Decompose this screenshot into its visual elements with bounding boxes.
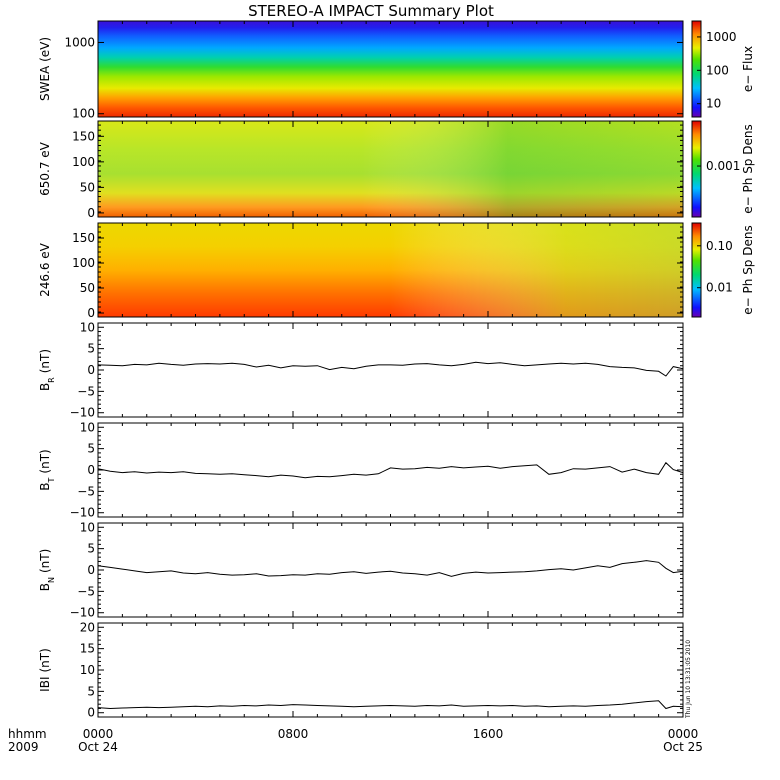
panel-bt: −10 −5 0 5 10 BT(nT) bbox=[38, 420, 684, 520]
swea-colorbar-label: e− Flux bbox=[741, 46, 755, 92]
swea-colorbar-scale bbox=[691, 20, 702, 118]
pad246-colorbar-tick-label: 0.01 bbox=[706, 281, 733, 295]
bmag-ytick-label: 5 bbox=[87, 684, 95, 698]
panel-pad650: 0 50 100 150 650.7 eV bbox=[38, 120, 684, 220]
time-tick-label: 0800 bbox=[278, 727, 309, 741]
pad650-ytick-label: 50 bbox=[80, 180, 95, 194]
pad246-ytick-label: 100 bbox=[72, 256, 95, 270]
swea-ylabel: SWEA (eV) bbox=[38, 37, 52, 101]
bn-ytick-label: −5 bbox=[77, 584, 95, 598]
br-frame bbox=[97, 322, 684, 418]
bt-ytick-label: 10 bbox=[80, 420, 95, 434]
pad246-ytick-label: 50 bbox=[80, 281, 95, 295]
pad246-colorbar-label: e− Ph Sp Dens bbox=[741, 225, 755, 314]
pad246-heatmap-overlay bbox=[98, 223, 683, 317]
pad246-ytick-label: 0 bbox=[87, 306, 95, 320]
br-ytick-label: −10 bbox=[70, 406, 95, 420]
pad246-colorbar: 0.01 0.10 e− Ph Sp Dens bbox=[691, 222, 755, 318]
br-series-line bbox=[97, 361, 684, 377]
panel-bn: −10 −5 0 5 10 BN(nT) bbox=[38, 520, 684, 620]
panel-swea: 100 1000 SWEA (eV) bbox=[38, 20, 684, 121]
time-axis-row2-label: 2009 bbox=[8, 740, 39, 754]
pad246-colorbar-scale bbox=[691, 222, 702, 318]
bmag-frame bbox=[97, 622, 684, 718]
bt-ytick-label: 0 bbox=[87, 463, 95, 477]
swea-colorbar-tick-label: 10 bbox=[706, 97, 721, 111]
pad650-ytick-label: 0 bbox=[87, 206, 95, 220]
swea-ytick-label: 1000 bbox=[64, 35, 95, 49]
panel-br: −10 −5 0 5 10 BR(nT) bbox=[38, 320, 684, 420]
bn-frame bbox=[97, 522, 684, 618]
bt-ylabel: BT(nT) bbox=[38, 449, 56, 490]
bt-ytick-label: −10 bbox=[70, 506, 95, 520]
pad650-ytick-label: 150 bbox=[72, 129, 95, 143]
pad650-heatmap-overlay bbox=[98, 121, 683, 217]
pad650-colorbar-tick-label: 0.001 bbox=[706, 159, 740, 173]
br-ylabel: BR(nT) bbox=[38, 349, 56, 391]
pad650-ytick-label: 100 bbox=[72, 155, 95, 169]
bt-ytick-label: 5 bbox=[87, 442, 95, 456]
pad650-ylabel: 650.7 eV bbox=[38, 141, 52, 196]
br-ytick-label: 5 bbox=[87, 342, 95, 356]
time-tick-label: 0000 bbox=[668, 727, 699, 741]
swea-heatmap bbox=[98, 21, 683, 117]
br-ytick-label: −5 bbox=[77, 384, 95, 398]
generation-stamp: Thu Jun 10 13:31:05 2010 bbox=[685, 640, 692, 719]
bn-ytick-label: 0 bbox=[87, 563, 95, 577]
pad246-ylabel: 246.6 eV bbox=[38, 242, 52, 297]
bmag-series-line bbox=[97, 700, 684, 710]
br-ytick-label: 0 bbox=[87, 363, 95, 377]
swea-colorbar: 10 100 1000 e− Flux bbox=[691, 20, 755, 118]
bmag-ytick-label: 10 bbox=[80, 663, 95, 677]
swea-colorbar-tick-label: 1000 bbox=[706, 30, 737, 44]
bt-frame bbox=[97, 422, 684, 518]
bn-ytick-label: −10 bbox=[70, 606, 95, 620]
bmag-ytick-label: 15 bbox=[80, 642, 95, 656]
pad246-colorbar-tick-label: 0.10 bbox=[706, 239, 733, 253]
time-tick-label: 0000 bbox=[83, 727, 114, 741]
bn-ylabel: BN(nT) bbox=[38, 549, 56, 592]
bmag-ytick-label: 20 bbox=[80, 620, 95, 634]
panel-bmag: 0 5 10 15 20 IBI(nT) bbox=[38, 620, 684, 720]
bn-series-line bbox=[97, 560, 684, 577]
figure-title: STEREO-A IMPACT Summary Plot bbox=[248, 2, 494, 20]
bn-ytick-label: 10 bbox=[80, 520, 95, 534]
pad246-ytick-label: 150 bbox=[72, 231, 95, 245]
bt-series-line bbox=[97, 461, 684, 479]
pad650-colorbar: 0.001 e− Ph Sp Dens bbox=[691, 120, 755, 218]
bt-ytick-label: −5 bbox=[77, 484, 95, 498]
pad650-colorbar-label: e− Ph Sp Dens bbox=[741, 124, 755, 213]
swea-ytick-label: 100 bbox=[72, 107, 95, 121]
pad650-colorbar-scale bbox=[691, 120, 702, 218]
bmag-ylabel: IBI(nT) bbox=[38, 648, 52, 692]
time-axis-row1-label: hhmm bbox=[8, 727, 47, 741]
bn-ytick-label: 5 bbox=[87, 542, 95, 556]
time-tick-date: Oct 24 bbox=[78, 740, 118, 754]
time-tick-label: 1600 bbox=[473, 727, 504, 741]
swea-colorbar-tick-label: 100 bbox=[706, 63, 729, 77]
panel-pad246: 0 50 100 150 246.6 eV bbox=[38, 222, 684, 320]
time-tick-date: Oct 25 bbox=[663, 740, 703, 754]
bmag-ytick-label: 0 bbox=[87, 706, 95, 720]
br-ytick-label: 10 bbox=[80, 320, 95, 334]
